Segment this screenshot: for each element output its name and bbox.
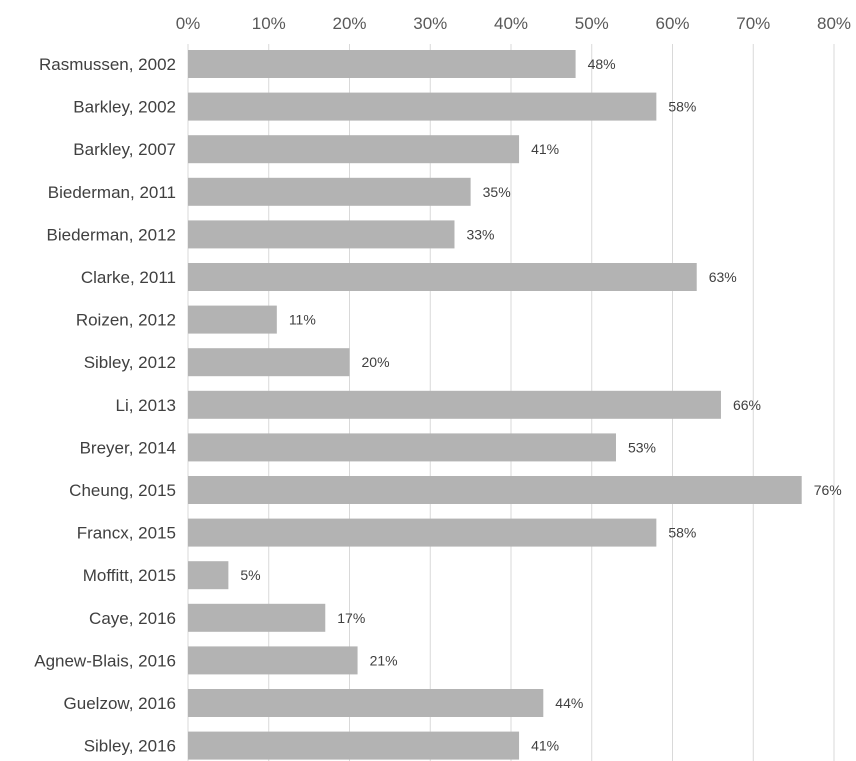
category-label: Clarke, 2011 [81, 268, 176, 287]
bar [188, 731, 520, 760]
category-label: Rasmussen, 2002 [39, 55, 176, 74]
data-label: 11% [289, 312, 316, 328]
data-label: 33% [466, 226, 494, 242]
data-label: 53% [628, 439, 656, 455]
category-label: Sibley, 2012 [84, 353, 176, 372]
data-label: 5% [240, 567, 260, 583]
category-label: Sibley, 2016 [84, 737, 176, 756]
category-label: Barkley, 2007 [73, 140, 176, 159]
x-tick-label: 20% [332, 14, 366, 33]
category-label: Agnew-Blais, 2016 [34, 651, 176, 670]
bar [188, 646, 358, 675]
category-label: Biederman, 2011 [48, 183, 176, 202]
bar [188, 433, 616, 462]
bar [188, 561, 229, 590]
x-tick-label: 50% [575, 14, 609, 33]
bar [188, 50, 576, 78]
x-tick-label: 80% [817, 14, 851, 33]
data-label: 44% [555, 695, 583, 711]
category-labels: Rasmussen, 2002 Barkley, 2002 Barkley, 200… [34, 55, 176, 756]
category-label: Guelzow, 2016 [64, 694, 176, 713]
data-label: 41% [531, 141, 559, 157]
x-tick-label: 0% [176, 14, 201, 33]
data-label: 58% [668, 99, 696, 115]
bar [188, 177, 471, 206]
category-label: Biederman, 2012 [47, 225, 176, 244]
category-label: Roizen, 2012 [76, 311, 176, 330]
category-label: Barkley, 2002 [73, 98, 176, 117]
data-label: 58% [668, 525, 696, 541]
value-labels: 48% 58% 41% 35% 33% 63% 11% 20% 66% 53% 76% 58% 5% 17… [240, 56, 841, 754]
category-label: Caye, 2016 [89, 609, 176, 628]
x-tick-label: 40% [494, 14, 528, 33]
data-label: 76% [814, 482, 842, 498]
data-label: 48% [588, 56, 616, 72]
x-axis-ticks: 0% 10% 20% 30% 40% 50% 60% 70% 80% [176, 14, 851, 33]
data-label: 66% [733, 397, 761, 413]
category-label: Francx, 2015 [77, 524, 176, 543]
data-label: 21% [370, 652, 398, 668]
bar [188, 348, 350, 377]
category-label: Li, 2013 [116, 396, 177, 415]
x-tick-label: 10% [252, 14, 286, 33]
data-label: 35% [483, 184, 511, 200]
bar [188, 390, 721, 419]
data-label: 17% [337, 610, 365, 626]
bar [188, 263, 697, 291]
bar [188, 689, 544, 717]
bar [188, 603, 326, 632]
data-label: 63% [709, 269, 737, 285]
bar [188, 476, 802, 504]
category-label: Cheung, 2015 [69, 481, 176, 500]
bar [188, 135, 520, 164]
bar [188, 220, 455, 249]
category-label: Moffitt, 2015 [83, 566, 176, 585]
x-tick-label: 70% [736, 14, 770, 33]
bar [188, 92, 657, 121]
bars [188, 50, 802, 760]
x-tick-label: 60% [655, 14, 689, 33]
bar [188, 518, 657, 547]
data-label: 41% [531, 738, 559, 754]
bar [188, 305, 277, 334]
data-label: 20% [362, 354, 390, 370]
category-label: Breyer, 2014 [80, 438, 176, 457]
x-tick-label: 30% [413, 14, 447, 33]
